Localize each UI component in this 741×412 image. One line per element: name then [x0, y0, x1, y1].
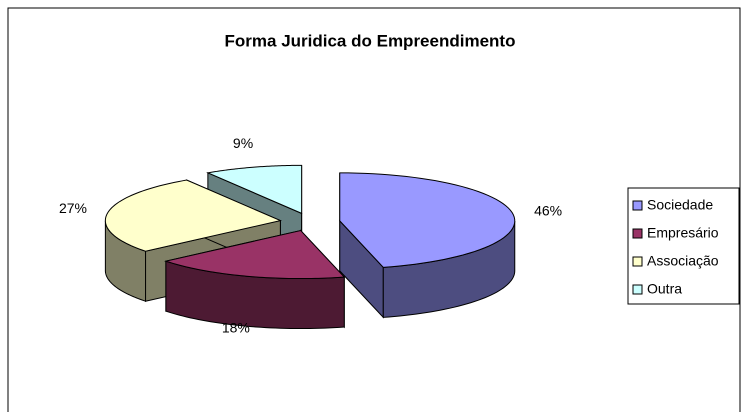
pie-slice	[339, 172, 516, 319]
pie-slice	[164, 229, 346, 330]
slice-top	[339, 172, 516, 268]
slice-top	[164, 230, 346, 280]
legend-label: Associação	[647, 253, 719, 269]
chart-title: Forma Juridica do Empreendimento	[225, 31, 516, 50]
legend: Sociedade Empresário Associação Outra	[627, 187, 740, 305]
legend-swatch	[632, 200, 643, 211]
slice-top	[104, 179, 282, 252]
data-label: 27%	[59, 200, 87, 216]
legend-label: Sociedade	[647, 197, 713, 213]
legend-label: Outra	[647, 281, 682, 297]
pie	[104, 164, 516, 330]
legend-box	[627, 187, 740, 305]
chart-border	[7, 7, 741, 412]
data-label: 46%	[534, 203, 562, 219]
legend-swatch	[632, 284, 643, 295]
legend-swatch	[632, 228, 643, 239]
slice-top	[206, 164, 303, 215]
legend-label: Empresário	[647, 225, 719, 241]
data-label: 9%	[233, 135, 253, 151]
data-label: 18%	[222, 320, 250, 336]
legend-swatch	[632, 256, 643, 267]
